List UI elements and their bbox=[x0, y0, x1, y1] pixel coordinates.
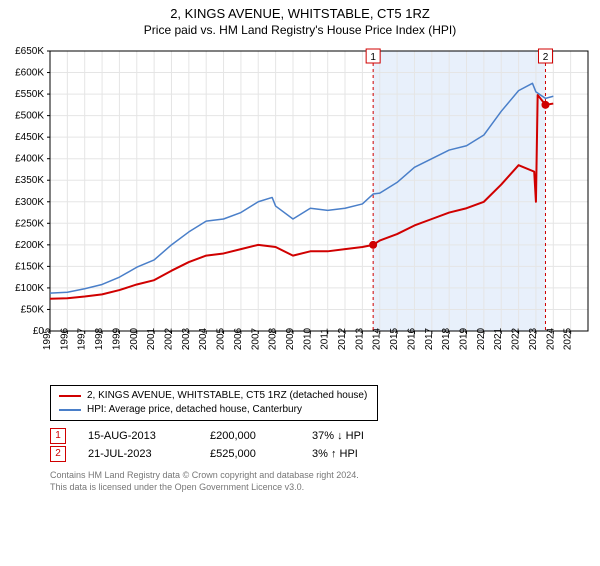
legend-label: HPI: Average price, detached house, Cant… bbox=[87, 403, 302, 417]
title-subtitle: Price paid vs. HM Land Registry's House … bbox=[0, 23, 600, 37]
title-address: 2, KINGS AVENUE, WHITSTABLE, CT5 1RZ bbox=[0, 6, 600, 21]
svg-text:£650K: £650K bbox=[15, 46, 44, 57]
svg-text:1: 1 bbox=[370, 52, 376, 63]
price-chart: £0£50K£100K£150K£200K£250K£300K£350K£400… bbox=[0, 41, 600, 381]
svg-text:£150K: £150K bbox=[15, 261, 44, 272]
sale-badge-num: 2 bbox=[55, 445, 61, 463]
sale-badge: 2 bbox=[50, 446, 66, 462]
svg-text:£200K: £200K bbox=[15, 240, 44, 251]
legend-label: 2, KINGS AVENUE, WHITSTABLE, CT5 1RZ (de… bbox=[87, 389, 367, 403]
svg-text:£350K: £350K bbox=[15, 175, 44, 186]
sale-price: £525,000 bbox=[210, 445, 290, 463]
sale-delta: 3% ↑ HPI bbox=[312, 445, 392, 463]
legend: 2, KINGS AVENUE, WHITSTABLE, CT5 1RZ (de… bbox=[50, 385, 378, 421]
footer: Contains HM Land Registry data © Crown c… bbox=[50, 469, 600, 493]
sale-delta: 37% ↓ HPI bbox=[312, 427, 392, 445]
sale-date: 21-JUL-2023 bbox=[88, 445, 188, 463]
svg-text:£450K: £450K bbox=[15, 132, 44, 143]
svg-text:£250K: £250K bbox=[15, 218, 44, 229]
legend-item: HPI: Average price, detached house, Cant… bbox=[59, 403, 369, 417]
sale-row: 2 21-JUL-2023 £525,000 3% ↑ HPI bbox=[50, 445, 600, 463]
svg-text:£550K: £550K bbox=[15, 89, 44, 100]
sale-price: £200,000 bbox=[210, 427, 290, 445]
legend-swatch bbox=[59, 409, 81, 411]
sale-date: 15-AUG-2013 bbox=[88, 427, 188, 445]
svg-text:£400K: £400K bbox=[15, 154, 44, 165]
legend-item: 2, KINGS AVENUE, WHITSTABLE, CT5 1RZ (de… bbox=[59, 389, 369, 403]
svg-text:2: 2 bbox=[543, 52, 549, 63]
sale-badge: 1 bbox=[50, 428, 66, 444]
svg-text:£600K: £600K bbox=[15, 68, 44, 79]
legend-swatch bbox=[59, 395, 81, 397]
sales-table: 1 15-AUG-2013 £200,000 37% ↓ HPI 2 21-JU… bbox=[50, 427, 600, 463]
footer-line: Contains HM Land Registry data © Crown c… bbox=[50, 469, 600, 481]
svg-text:£50K: £50K bbox=[21, 304, 45, 315]
svg-text:£100K: £100K bbox=[15, 283, 44, 294]
svg-text:£500K: £500K bbox=[15, 111, 44, 122]
footer-line: This data is licensed under the Open Gov… bbox=[50, 481, 600, 493]
sale-badge-num: 1 bbox=[55, 427, 61, 445]
sale-row: 1 15-AUG-2013 £200,000 37% ↓ HPI bbox=[50, 427, 600, 445]
svg-text:£300K: £300K bbox=[15, 197, 44, 208]
